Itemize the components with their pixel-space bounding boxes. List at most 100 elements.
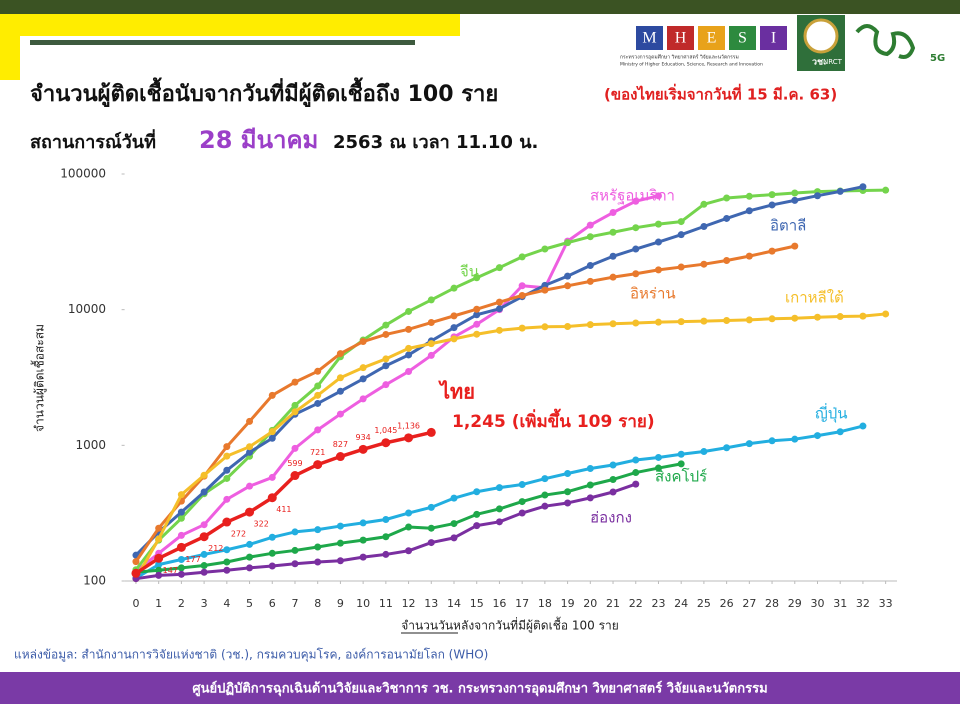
data-point — [518, 509, 526, 517]
data-point — [632, 224, 640, 232]
x-tick-label: 20 — [583, 597, 597, 610]
data-point — [359, 553, 367, 561]
data-point — [427, 524, 435, 532]
data-point — [336, 522, 344, 530]
footer: ศูนย์ปฏิบัติการฉุกเฉินด้านวิจัยและวิชากา… — [192, 681, 767, 697]
data-point — [609, 228, 617, 236]
data-point — [541, 475, 549, 483]
data-point — [745, 192, 753, 200]
data-point — [723, 194, 731, 202]
data-point — [177, 556, 185, 564]
data-point — [223, 558, 231, 566]
x-tick-label: 31 — [833, 597, 847, 610]
data-point — [723, 214, 731, 222]
x-tick-label: 17 — [515, 597, 529, 610]
data-point — [382, 321, 390, 329]
data-point — [495, 518, 503, 526]
data-point — [246, 553, 254, 561]
data-point — [246, 564, 254, 572]
data-point — [632, 456, 640, 464]
data-point — [586, 277, 594, 285]
data-point — [314, 399, 322, 407]
data-point — [632, 469, 640, 477]
x-tick-label: 15 — [470, 597, 484, 610]
data-point — [518, 253, 526, 261]
data-point — [155, 571, 163, 579]
data-point — [200, 471, 208, 479]
series-label: ไทย — [438, 380, 475, 404]
series-label: เกาหลีใต้ — [785, 289, 844, 307]
data-point — [427, 319, 435, 327]
data-point — [586, 464, 594, 472]
data-point — [541, 491, 549, 499]
data-point — [564, 488, 572, 496]
data-point — [700, 200, 708, 208]
x-tick-label: 19 — [561, 597, 575, 610]
data-point — [654, 318, 662, 326]
y-tick-label: 1000 — [75, 438, 106, 452]
data-point — [609, 273, 617, 281]
data-point — [177, 508, 185, 516]
data-label: 599 — [287, 459, 302, 468]
data-label: 411 — [276, 505, 291, 514]
data-point — [745, 252, 753, 260]
data-point — [268, 473, 276, 481]
ministry-en: Ministry of Higher Education, Science, R… — [620, 62, 763, 68]
data-point — [654, 220, 662, 228]
data-point — [268, 549, 276, 557]
data-point — [246, 417, 254, 425]
data-point — [791, 189, 799, 197]
data-point — [177, 564, 185, 572]
data-point — [154, 553, 164, 563]
data-point — [314, 382, 322, 390]
data-point — [564, 282, 572, 290]
data-point — [177, 570, 185, 578]
data-point — [177, 531, 185, 539]
data-point — [450, 335, 458, 343]
x-tick-label: 18 — [538, 597, 552, 610]
data-point — [859, 312, 867, 320]
data-point — [609, 475, 617, 483]
data-point — [518, 324, 526, 332]
x-tick-label: 16 — [492, 597, 506, 610]
data-point — [314, 391, 322, 399]
data-point — [223, 474, 231, 482]
data-point — [700, 317, 708, 325]
data-point — [723, 317, 731, 325]
series-line — [134, 188, 886, 571]
data-point — [473, 274, 481, 282]
data-point — [473, 522, 481, 530]
data-point — [155, 535, 163, 543]
data-label: 934 — [355, 433, 370, 442]
data-point — [586, 262, 594, 270]
data-point — [291, 378, 299, 386]
data-point — [450, 324, 458, 332]
data-point — [632, 197, 640, 205]
data-point — [745, 316, 753, 324]
data-point — [291, 444, 299, 452]
data-point — [405, 307, 413, 315]
logo-box — [729, 26, 756, 50]
data-point — [700, 222, 708, 230]
data-point — [564, 239, 572, 247]
data-point — [427, 340, 435, 348]
data-point — [745, 207, 753, 215]
data-point — [291, 528, 299, 536]
data-point — [359, 519, 367, 527]
data-point — [518, 282, 526, 290]
data-point — [586, 481, 594, 489]
logo-box — [698, 26, 725, 50]
x-tick-label: 3 — [201, 597, 208, 610]
x-tick-label: 29 — [788, 597, 802, 610]
x-tick-label: 26 — [720, 597, 734, 610]
nrct-th: วช. — [812, 58, 827, 68]
logo-letter: E — [707, 30, 717, 47]
data-point — [768, 315, 776, 323]
data-label: 322 — [254, 520, 269, 529]
data-point — [132, 558, 140, 566]
annotation: 1,245 (เพิ่มขึ้น 109 ราย) — [452, 408, 655, 432]
data-point — [541, 286, 549, 294]
x-tick-label: 30 — [810, 597, 824, 610]
data-point — [155, 561, 163, 569]
data-point — [223, 566, 231, 574]
